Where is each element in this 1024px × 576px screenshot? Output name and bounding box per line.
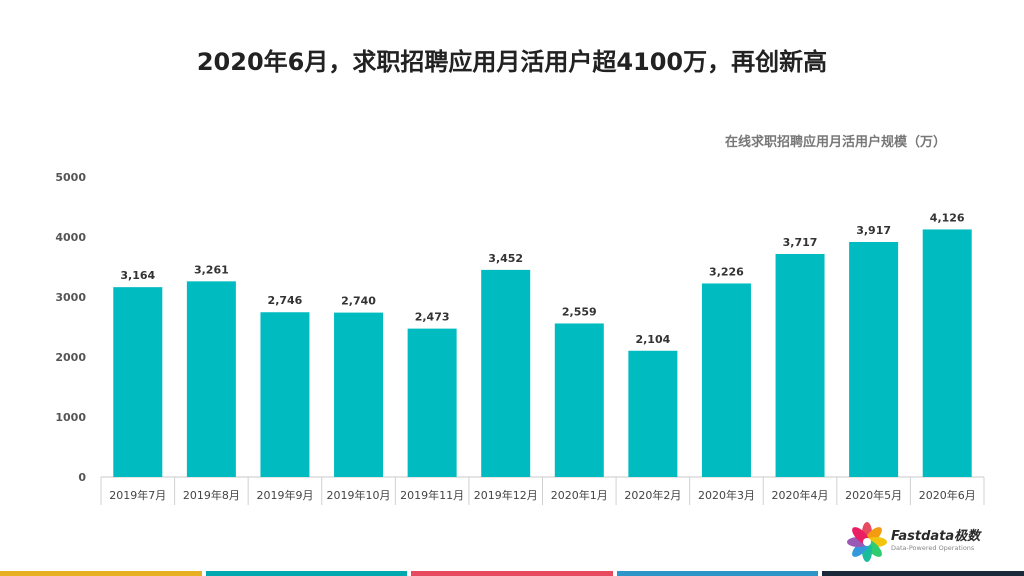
y-tick-label: 0: [78, 471, 86, 484]
data-label: 3,717: [783, 236, 818, 249]
logo-name: Fastdata极数: [891, 529, 981, 544]
bar: [407, 328, 457, 477]
data-label: 3,917: [856, 224, 891, 237]
page-title: 2020年6月，求职招聘应用月活用户超4100万，再创新高: [196, 48, 828, 76]
bar: [186, 281, 236, 477]
data-label: 4,126: [930, 211, 965, 224]
data-label: 2,746: [268, 294, 303, 307]
data-label: 2,104: [635, 333, 670, 346]
data-label: 2,559: [562, 305, 597, 318]
stripe-4: [616, 571, 819, 576]
bar: [628, 350, 678, 477]
x-tick-label: 2020年6月: [919, 488, 976, 502]
stripe-5: [822, 571, 1024, 576]
data-label: 2,473: [415, 311, 450, 324]
bar: [554, 323, 604, 477]
fastdata-logo: Fastdata极数 Data-Powered Operations: [845, 522, 1005, 562]
x-tick-label: 2019年9月: [256, 488, 313, 502]
stripe-1: [0, 571, 202, 576]
y-tick-label: 1000: [55, 411, 86, 424]
y-tick-label: 2000: [55, 351, 86, 364]
x-tick-label: 2020年3月: [698, 488, 755, 502]
data-label: 3,452: [488, 252, 523, 265]
bar: [922, 229, 972, 477]
stripe-2: [205, 571, 408, 576]
bar: [849, 241, 899, 477]
logo-tagline: Data-Powered Operations: [891, 544, 975, 552]
bar: [775, 253, 825, 477]
x-tick-label: 2019年7月: [109, 488, 166, 502]
bar: [701, 283, 751, 477]
x-tick-label: 2019年8月: [183, 488, 240, 502]
x-tick-label: 2020年1月: [551, 488, 608, 502]
x-tick-label: 2020年2月: [624, 488, 681, 502]
bar: [481, 269, 531, 477]
y-tick-label: 4000: [55, 231, 86, 244]
stripe-3: [411, 571, 613, 576]
flower-logo-icon: [847, 522, 887, 562]
data-label: 3,164: [120, 269, 155, 282]
x-tick-label: 2019年10月: [327, 488, 391, 502]
bar: [334, 312, 384, 477]
x-tick-label: 2019年12月: [474, 488, 538, 502]
x-tick-label: 2019年11月: [400, 488, 464, 502]
x-tick-label: 2020年5月: [845, 488, 902, 502]
bar: [113, 287, 163, 477]
bar: [260, 312, 310, 477]
x-tick-label: 2020年4月: [772, 488, 829, 502]
data-label: 3,261: [194, 263, 229, 276]
data-label: 2,740: [341, 295, 376, 308]
bottom-color-stripes: [0, 571, 1024, 576]
y-tick-label: 5000: [55, 171, 86, 184]
y-tick-label: 3000: [55, 291, 86, 304]
chart-series-title: 在线求职招聘应用月活用户规模（万）: [724, 135, 946, 150]
data-label: 3,226: [709, 265, 744, 278]
